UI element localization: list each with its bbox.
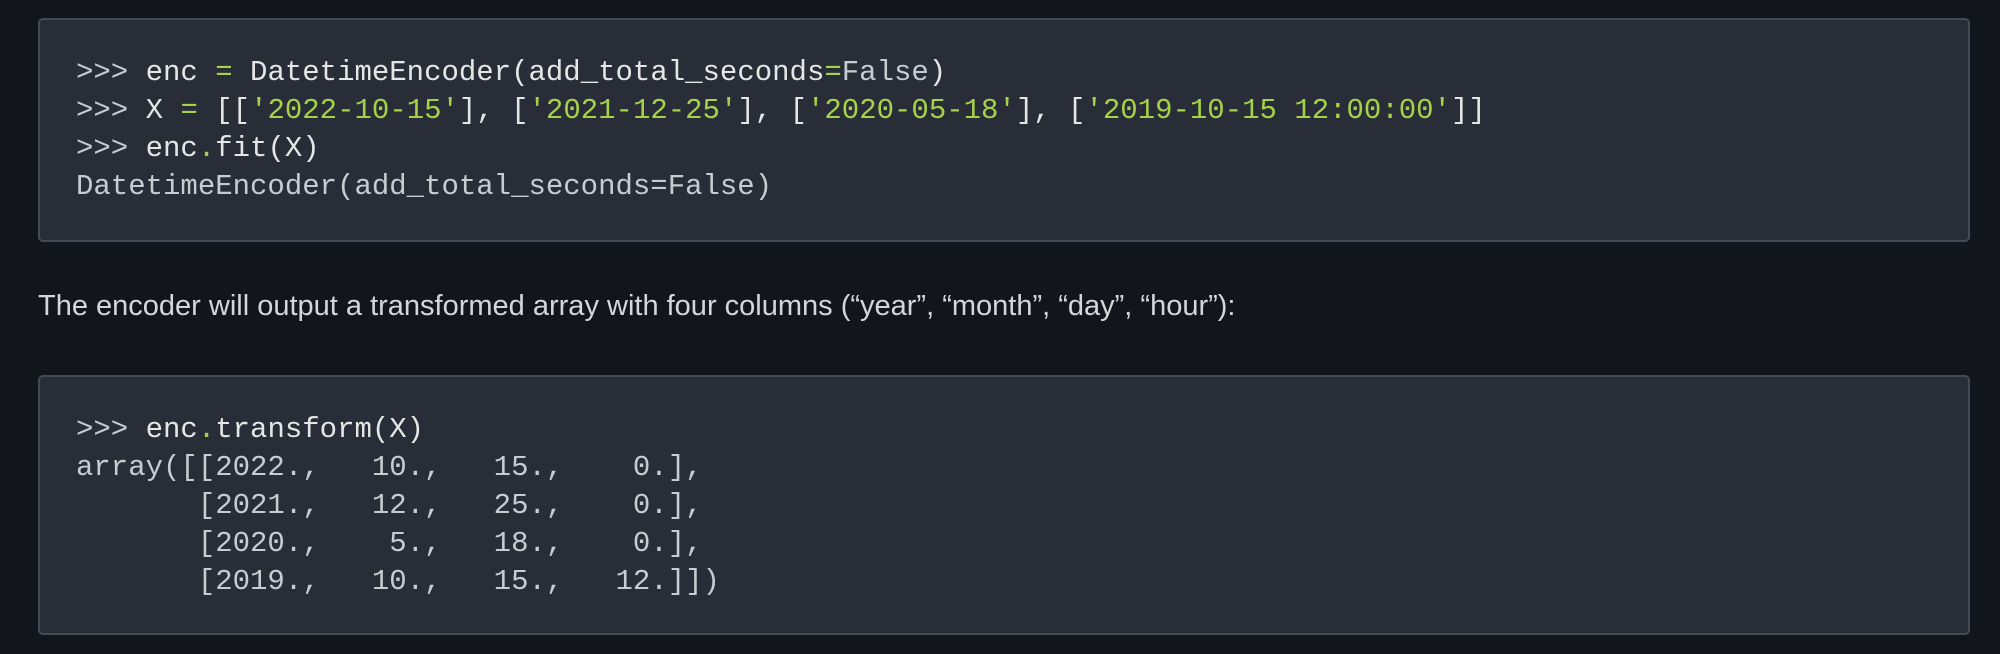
code-token: ], [	[458, 94, 529, 127]
string-literal: '2021-12-25'	[528, 94, 738, 127]
code-block-fit: >>> enc = DatetimeEncoder(add_total_seco…	[38, 18, 1970, 242]
description-paragraph: The encoder will output a transformed ar…	[38, 290, 1236, 322]
code-token: [2019., 10., 15., 12.]])	[76, 565, 720, 598]
code-token: ]]	[1450, 94, 1486, 127]
code-token: )	[928, 56, 947, 89]
code-token: [2021., 12., 25., 0.],	[76, 489, 703, 522]
code-line: array([[2022., 10., 15., 0.],	[76, 449, 1932, 487]
code-line: [2019., 10., 15., 12.]])	[76, 563, 1932, 601]
code-token: X	[145, 94, 181, 127]
prompt: >>>	[76, 413, 146, 446]
code-token: =	[215, 56, 233, 89]
code-token: enc	[145, 132, 198, 165]
prompt: >>>	[76, 132, 146, 165]
code-token: =	[180, 94, 198, 127]
code-line: >>> enc = DatetimeEncoder(add_total_seco…	[76, 54, 1932, 92]
code-token: ], [	[737, 94, 807, 127]
prompt: >>>	[76, 94, 146, 127]
code-line: [2021., 12., 25., 0.],	[76, 487, 1932, 525]
code-token: transform(X)	[215, 413, 425, 446]
code-line: >>> enc.transform(X)	[76, 411, 1932, 449]
code-line: >>> X = [['2022-10-15'], ['2021-12-25'],…	[76, 92, 1932, 130]
code-line: DatetimeEncoder(add_total_seconds=False)	[76, 168, 1932, 206]
code-token: DatetimeEncoder(add_total_seconds=False)	[76, 170, 773, 203]
string-literal: '2019-10-15 12:00:00'	[1085, 94, 1451, 127]
code-token: .	[197, 132, 216, 165]
code-token: enc	[145, 56, 216, 89]
code-token: ], [	[1015, 94, 1086, 127]
code-block-transform: >>> enc.transform(X) array([[2022., 10., …	[38, 375, 1970, 635]
string-literal: '2022-10-15'	[250, 94, 459, 127]
code-line: >>> enc.fit(X)	[76, 130, 1932, 168]
code-token: [[	[197, 94, 251, 127]
code-token: array([[2022., 10., 15., 0.],	[76, 451, 703, 484]
code-token: =	[824, 56, 842, 89]
code-token: .	[197, 413, 216, 446]
code-token: False	[841, 56, 929, 89]
prompt: >>>	[76, 56, 146, 89]
code-token: [2020., 5., 18., 0.],	[76, 527, 703, 560]
code-line: [2020., 5., 18., 0.],	[76, 525, 1932, 563]
code-token: fit(X)	[215, 132, 320, 165]
string-literal: '2020-05-18'	[807, 94, 1016, 127]
code-token: DatetimeEncoder(add_total_seconds	[232, 56, 825, 89]
code-token: enc	[145, 413, 198, 446]
